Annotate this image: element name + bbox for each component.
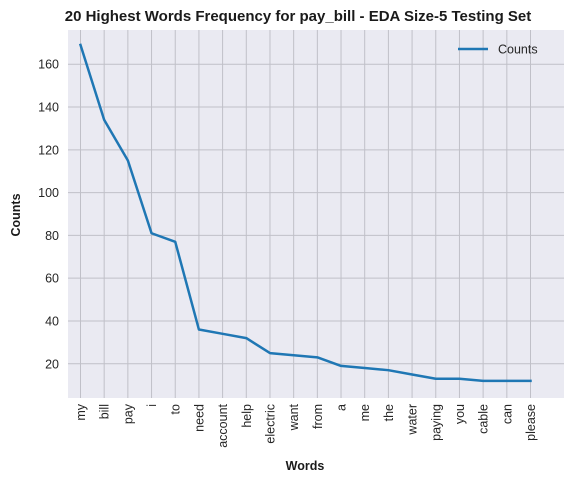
x-tick-label: paying bbox=[429, 404, 443, 441]
y-tick-label: 140 bbox=[38, 101, 59, 115]
series-line bbox=[78, 43, 532, 383]
x-tick-label: need bbox=[192, 404, 206, 432]
x-tick-label: help bbox=[240, 404, 254, 428]
x-tick-label: please bbox=[524, 404, 538, 441]
x-tick-label: from bbox=[311, 404, 325, 429]
x-axis-label: Words bbox=[286, 459, 325, 473]
y-tick-labels: 20 40 60 80 100 120 140 160 bbox=[38, 58, 59, 372]
x-tick-label: can bbox=[500, 404, 514, 424]
y-tick-label: 100 bbox=[38, 186, 59, 200]
x-tick-label: me bbox=[358, 404, 372, 421]
series-lines bbox=[78, 43, 532, 383]
legend: Counts bbox=[458, 43, 538, 57]
x-tick-label: account bbox=[216, 403, 230, 447]
y-tick-label: 160 bbox=[38, 58, 59, 72]
y-tick-label: 80 bbox=[45, 229, 59, 243]
x-tick-label: you bbox=[453, 404, 467, 424]
x-tick-label: electric bbox=[263, 404, 277, 444]
x-tick-label: bill bbox=[98, 404, 112, 419]
grid-lines bbox=[68, 30, 564, 398]
y-tick-label: 40 bbox=[45, 314, 59, 328]
x-tick-labels: my bill pay i to need account help electric want f… bbox=[74, 403, 538, 448]
legend-label: Counts bbox=[498, 43, 538, 57]
plot-area bbox=[68, 30, 564, 398]
y-tick-label: 60 bbox=[45, 272, 59, 286]
x-tick-label: want bbox=[287, 403, 301, 431]
x-tick-label: the bbox=[382, 404, 396, 421]
x-tick-label: water bbox=[406, 404, 420, 436]
x-tick-label: a bbox=[335, 404, 349, 411]
x-tick-label: pay bbox=[121, 403, 135, 424]
y-tick-label: 120 bbox=[38, 143, 59, 157]
x-tick-label: cable bbox=[477, 404, 491, 434]
x-tick-label: i bbox=[145, 404, 159, 407]
x-tick-label: my bbox=[74, 403, 88, 420]
x-tick-label: to bbox=[169, 404, 183, 414]
chart-title: 20 Highest Words Frequency for pay_bill … bbox=[65, 8, 532, 25]
y-tick-label: 20 bbox=[45, 357, 59, 371]
y-axis-label: Counts bbox=[9, 193, 23, 236]
